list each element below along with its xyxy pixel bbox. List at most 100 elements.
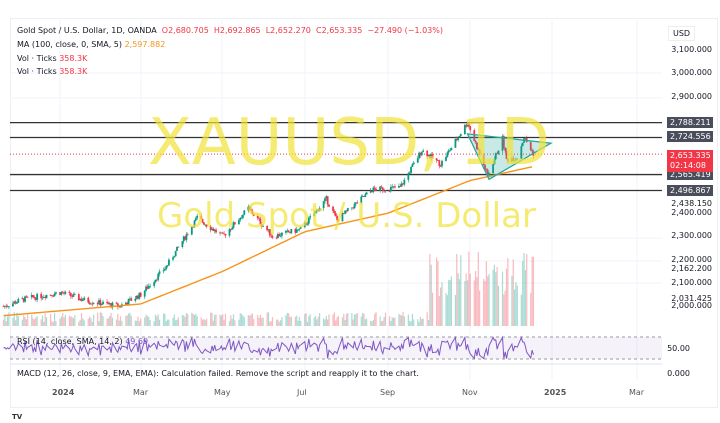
volume-bar <box>436 257 438 326</box>
currency-button[interactable]: USD <box>668 26 696 41</box>
volume-bar <box>74 315 76 326</box>
volume-bar <box>99 312 101 326</box>
candle-body <box>87 297 90 303</box>
volume-bar <box>333 312 335 326</box>
symbol-legend[interactable]: Gold Spot / U.S. Dollar, 1D, OANDA O2,68… <box>17 26 443 35</box>
candle-body <box>174 250 177 257</box>
candle-body <box>466 123 469 127</box>
volume-bar <box>269 321 271 326</box>
high-value: H2,692.865 <box>213 26 261 35</box>
candle-body <box>473 130 476 141</box>
volume-bar <box>219 314 221 326</box>
volume-bar <box>154 314 157 326</box>
candle-body <box>438 160 441 166</box>
volume-bar <box>25 319 27 326</box>
volume-bar <box>200 317 202 326</box>
candle-body <box>299 227 302 229</box>
volume-bar <box>522 261 524 326</box>
volume-bar <box>503 294 505 326</box>
volume-bar <box>294 316 296 326</box>
candle-body <box>303 222 306 228</box>
price-axis-label: 3,100.000 <box>671 45 712 54</box>
volume-bar <box>505 268 508 326</box>
time-axis-label: 2024 <box>52 388 75 397</box>
volume-bar <box>479 290 481 326</box>
candle-body <box>100 304 103 306</box>
vol-value: 358.3K <box>59 54 88 63</box>
candle-body <box>326 196 329 205</box>
volume-bar <box>362 313 364 326</box>
volume-bar <box>51 321 53 326</box>
candle-body <box>172 257 174 260</box>
volume-bar <box>121 321 123 326</box>
volume-bar <box>215 314 217 326</box>
candle-body <box>3 305 6 307</box>
volume-bar <box>70 316 72 326</box>
candle-body <box>391 186 394 188</box>
volume-bar <box>289 316 291 326</box>
candle-body <box>40 293 43 299</box>
candle-body <box>146 286 149 289</box>
candle-body <box>215 229 217 233</box>
vol-legend-2[interactable]: Vol · Ticks 358.3K <box>17 67 87 76</box>
volume-bar <box>458 279 461 326</box>
volume-bar <box>164 314 166 326</box>
volume-bar <box>63 317 65 326</box>
volume-bar <box>31 314 33 326</box>
volume-bar <box>497 285 500 326</box>
volume-bar <box>516 285 518 326</box>
tradingview-logo[interactable]: TV <box>12 413 23 421</box>
candle-body <box>36 293 39 300</box>
volume-bar <box>228 321 231 326</box>
candle-body <box>416 158 419 163</box>
candle-body <box>44 297 47 298</box>
candle-body <box>271 236 274 238</box>
candle-body <box>270 235 273 237</box>
candle-body <box>408 172 411 174</box>
volume-bar <box>493 264 496 326</box>
volume-bar <box>201 319 204 326</box>
volume-bar <box>398 313 400 326</box>
volume-bar <box>52 321 54 326</box>
candle-body <box>447 150 450 153</box>
rsi-legend[interactable]: RSI (14, close, SMA, 14, 2) 49.69 <box>17 337 148 346</box>
volume-bar <box>360 316 362 326</box>
volume-bar <box>355 314 357 326</box>
volume-bar <box>258 317 260 326</box>
volume-bar <box>98 321 100 326</box>
volume-bar <box>317 316 319 326</box>
candle-body <box>315 209 318 211</box>
candle-body <box>24 296 26 302</box>
candle-body <box>353 203 356 209</box>
volume-bar <box>27 314 29 326</box>
candle-body <box>520 146 523 159</box>
volume-bar <box>211 312 213 326</box>
candle-body <box>313 213 316 217</box>
volume-bar <box>49 314 52 326</box>
candle-body <box>153 282 156 286</box>
candle-body <box>478 149 481 155</box>
rsi-label: RSI (14, close, SMA, 14, 2) <box>17 337 123 346</box>
volume-bar <box>220 315 222 326</box>
candle-body <box>297 229 299 231</box>
ma-legend[interactable]: MA (100, close, 0, SMA, 5) 2,597.882 <box>17 40 165 49</box>
vol-legend-1[interactable]: Vol · Ticks 358.3K <box>17 54 87 63</box>
level-price-tag: 2,496.867 <box>667 184 713 196</box>
volume-bar <box>196 316 198 326</box>
candle-body <box>32 295 34 298</box>
candle-body <box>96 303 99 305</box>
candle-body <box>427 154 430 157</box>
candle-body <box>458 135 461 138</box>
candle-body <box>231 227 234 230</box>
volume-bar <box>111 317 114 326</box>
volume-bar <box>418 321 420 326</box>
candle-body <box>459 134 462 136</box>
price-axis-label: 2,031.425 <box>671 293 712 303</box>
candle-body <box>383 190 386 192</box>
candle-body <box>287 230 290 233</box>
candle-body <box>267 229 270 231</box>
candle-body <box>71 296 74 297</box>
volume-bar <box>308 316 310 326</box>
volume-bar <box>232 314 235 326</box>
